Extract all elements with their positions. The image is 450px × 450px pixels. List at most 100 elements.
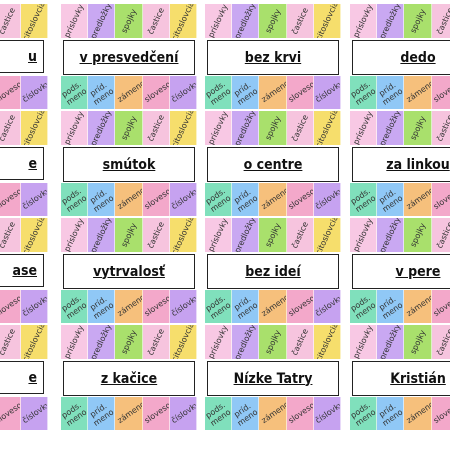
word-class-label: príd. meno (88, 79, 116, 107)
word-class-label: zámeno (115, 292, 143, 318)
card-word: v presvedčení (63, 40, 195, 75)
word-class-label: príslovky (351, 4, 375, 38)
word-class-cell: číslovky (20, 183, 49, 216)
word-class-cell: spojky (404, 111, 432, 145)
word-class-cell: sloveso (0, 76, 21, 109)
word-class-cell: príslovky (350, 218, 378, 252)
word-class-label: zámeno (115, 185, 143, 211)
word-class-cell: častice (431, 4, 450, 38)
word-class-label: príd. meno (88, 293, 116, 321)
word-class-cell: zámeno (115, 76, 143, 109)
word-class-label: sloveso (286, 400, 314, 425)
word-class-cell: sloveso (0, 183, 21, 216)
word-class-cell: citoslovcia (169, 111, 198, 145)
word-class-label: spojky (119, 114, 138, 142)
word-class-label: citoslovcia (169, 111, 196, 145)
word-class-cell: častice (0, 325, 21, 359)
word-class-cell: príslovky (350, 111, 378, 145)
word-class-cell: spojky (115, 218, 143, 252)
word-class-label: predložky (233, 325, 258, 359)
word-class-cell: predložky (88, 325, 116, 359)
word-class-label: číslovky (313, 78, 342, 104)
word-class-label: číslovky (313, 399, 342, 425)
card-word: e (0, 361, 44, 394)
word-class-cell: príd. meno (377, 76, 405, 109)
word-class-label: príd. meno (377, 79, 405, 107)
word-class-label: citoslovcia (20, 325, 47, 359)
word-class-label: pods. meno (205, 78, 233, 107)
word-class-cell: zámeno (259, 76, 287, 109)
word-class-label: predložky (89, 4, 114, 38)
word-class-label: sloveso (431, 293, 450, 318)
word-class-cell: zámeno (115, 183, 143, 216)
word-class-label: častice (145, 327, 166, 357)
word-class-cell: predložky (232, 218, 260, 252)
word-class-cell: príslovky (205, 325, 233, 359)
word-class-cell: sloveso (142, 290, 170, 323)
word-class-label: častice (145, 113, 166, 143)
word-class-cell: príslovky (205, 111, 233, 145)
word-class-label: číslovky (169, 78, 198, 104)
word-class-label: príd. meno (377, 186, 405, 214)
word-class-label: citoslovcia (313, 325, 340, 359)
word-class-label: spojky (119, 7, 138, 35)
word-class-label: sloveso (431, 186, 450, 211)
word-card: príslovkypredložkyspojkyčasticecitoslovc… (350, 4, 450, 109)
word-class-cell: príd. meno (88, 290, 116, 323)
word-class-label: pods. meno (350, 185, 378, 214)
word-class-cell: častice (286, 325, 314, 359)
card-word: Kristián (352, 361, 450, 396)
word-card: príslovkypredložkyspojkyčasticecitoslovc… (0, 218, 49, 323)
word-class-cell: častice (142, 325, 170, 359)
word-class-label: zámeno (259, 185, 287, 211)
card-word: smútok (63, 147, 195, 182)
word-class-cell: sloveso (0, 290, 21, 323)
word-class-cell: častice (431, 325, 450, 359)
word-class-label: zámeno (259, 78, 287, 104)
word-class-label: sloveso (142, 400, 170, 425)
word-class-label: zámeno (259, 292, 287, 318)
word-class-label: spojky (119, 328, 138, 356)
word-class-cell: príslovky (205, 218, 233, 252)
word-class-label: číslovky (20, 292, 49, 318)
word-class-cell: zámeno (404, 183, 432, 216)
word-class-cell: príd. meno (377, 183, 405, 216)
word-class-label: častice (434, 220, 450, 250)
word-class-strip: príslovkypredložkyspojkyčasticecitoslovc… (350, 325, 450, 359)
word-class-cell: príd. meno (377, 397, 405, 430)
word-class-cell: príd. meno (377, 290, 405, 323)
card-word: e (0, 147, 44, 180)
word-class-cell: číslovky (169, 76, 198, 109)
word-class-strip: príslovkypredložkyspojkyčasticecitoslovc… (350, 4, 450, 38)
word-class-label: príd. meno (232, 400, 260, 428)
word-class-label: predložky (233, 218, 258, 252)
card-word: v pere (352, 254, 450, 289)
word-class-cell: číslovky (313, 76, 342, 109)
word-class-label: sloveso (0, 79, 21, 104)
word-class-cell: sloveso (142, 397, 170, 430)
word-class-label: zámeno (259, 399, 287, 425)
word-class-label: sloveso (286, 186, 314, 211)
word-class-label: pods. meno (205, 399, 233, 428)
word-class-cell: citoslovcia (20, 111, 49, 145)
word-class-label: predložky (378, 4, 403, 38)
word-class-label: častice (289, 327, 310, 357)
word-class-cell: pods. meno (205, 397, 233, 430)
word-class-label: príslovky (206, 218, 230, 252)
word-class-label: pods. meno (350, 399, 378, 428)
word-class-label: častice (434, 113, 450, 143)
word-class-cell: príd. meno (232, 397, 260, 430)
word-class-cell: častice (142, 4, 170, 38)
word-class-label: zámeno (404, 292, 432, 318)
word-class-cell: častice (142, 218, 170, 252)
word-class-cell: číslovky (169, 183, 198, 216)
word-class-label: častice (0, 220, 17, 250)
